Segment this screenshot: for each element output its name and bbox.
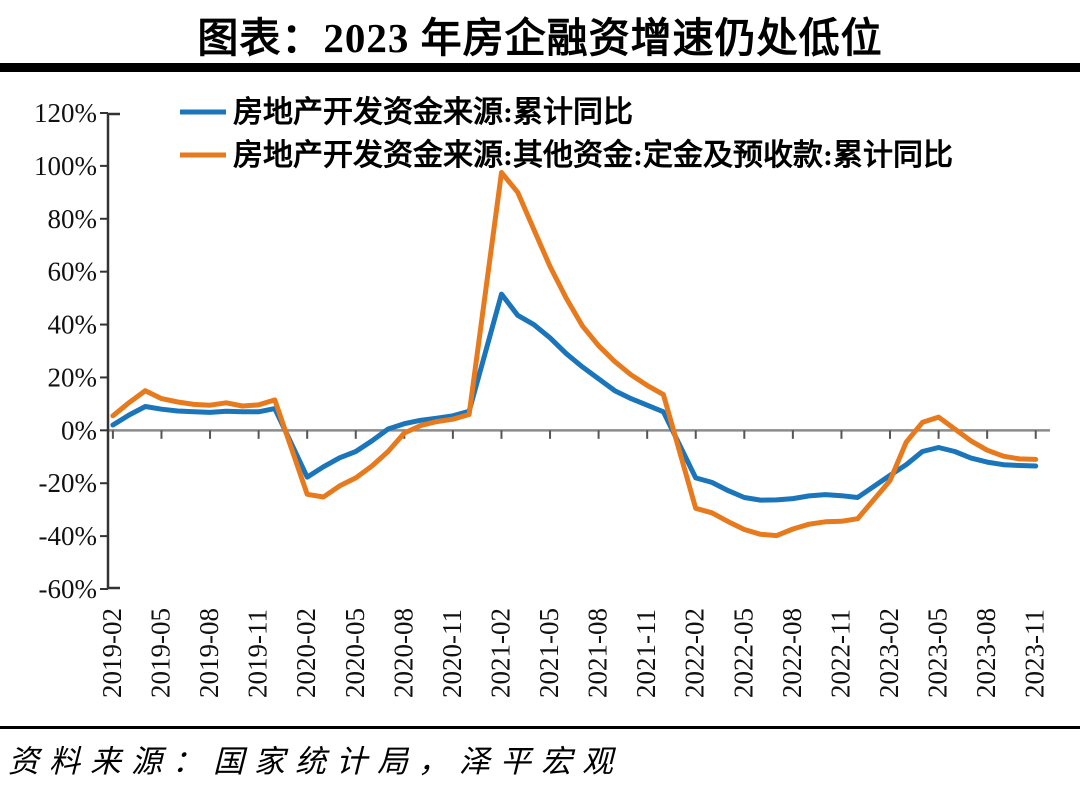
- axes: 2019-02 2019-05 2019-08 2019-11 2020-02 2020-…: [34, 98, 1050, 698]
- y-axis-tick-label: -40%: [39, 521, 97, 551]
- x-axis-tick-label: 2019-02: [97, 608, 127, 698]
- x-axis-tick-label: 2020-05: [340, 608, 370, 698]
- source-text: 资料来源：国家统计局，泽平宏观: [8, 744, 623, 779]
- y-axis-tick-label: 20%: [48, 362, 98, 392]
- x-axis-tick-label: 2020-02: [291, 608, 321, 698]
- y-axis-tick-label: 80%: [48, 204, 98, 234]
- y-axis-tick-label: 0%: [61, 415, 97, 445]
- y-axis-tick-label: 40%: [48, 310, 98, 340]
- x-axis-tick-label: 2023-08: [971, 608, 1001, 698]
- y-axis-tick-label: 60%: [48, 257, 98, 287]
- y-axis-tick-label: 100%: [34, 151, 97, 181]
- x-axis-tick-label: 2020-11: [437, 609, 467, 698]
- x-axis-tick-label: 2019-08: [194, 608, 224, 698]
- x-axis-tick-label: 2019-11: [243, 609, 273, 698]
- x-axis-tick-label: 2021-02: [485, 608, 515, 698]
- y-axis-tick-label: -20%: [39, 468, 97, 498]
- x-axis-tick-label: 2021-05: [534, 608, 564, 698]
- legend-label-series1: 房地产开发资金来源:累计同比: [233, 95, 633, 129]
- x-axis-tick-label: 2022-11: [825, 609, 855, 698]
- x-axis-tick-label: 2022-05: [728, 608, 758, 698]
- footer-divider-rule: [0, 726, 1080, 729]
- x-axis-tick-label: 2023-02: [874, 608, 904, 698]
- x-axis-tick-label: 2023-05: [923, 608, 953, 698]
- legend: 房地产开发资金来源:累计同比 房地产开发资金来源:其他资金:定金及预收款:累计同…: [180, 95, 953, 172]
- y-axis-tick-label: -60%: [39, 574, 97, 604]
- chart-title: 图表：2023 年房企融资增速仍处低位: [197, 15, 883, 61]
- title-divider-band: [0, 63, 1080, 72]
- x-axis-tick-label: 2023-11: [1020, 609, 1050, 698]
- x-axis-tick-label: 2021-11: [631, 609, 661, 698]
- x-axis-tick-label: 2022-08: [777, 608, 807, 698]
- series-line-2: [110, 170, 1039, 539]
- series-lines: [110, 170, 1039, 539]
- y-axis-tick-label: 120%: [34, 98, 97, 128]
- x-axis-tick-label: 2022-02: [680, 608, 710, 698]
- x-axis-tick-label: 2021-08: [583, 608, 613, 698]
- line-chart: 2019-02 2019-05 2019-08 2019-11 2020-02 2020-…: [34, 95, 1050, 698]
- x-axis-tick-label: 2020-08: [388, 608, 418, 698]
- legend-label-series2: 房地产开发资金来源:其他资金:定金及预收款:累计同比: [233, 138, 953, 172]
- x-axis-tick-label: 2019-05: [145, 608, 175, 698]
